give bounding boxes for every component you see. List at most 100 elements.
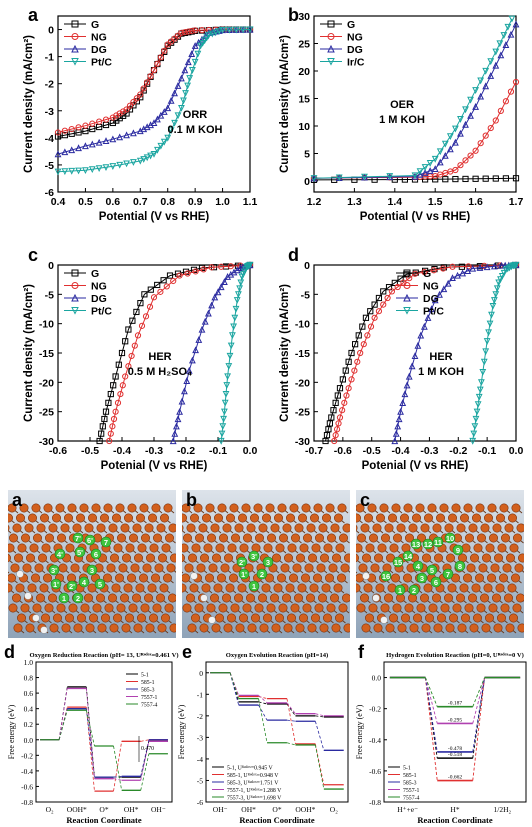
data-point [128, 352, 135, 360]
data-point [71, 44, 79, 53]
carbon-atom [31, 503, 41, 513]
carbon-atom [447, 583, 457, 593]
carbon-atom [356, 603, 366, 613]
connector [424, 677, 438, 759]
carbon-atom [72, 523, 82, 533]
defect-atoms: 123 1' 2' 3' [236, 550, 274, 592]
hydrogen-atom [32, 614, 40, 622]
data-point [403, 282, 411, 289]
data-point [326, 420, 333, 427]
carbon-atom [325, 573, 335, 583]
data-point [131, 342, 138, 349]
carbon-atom [437, 613, 447, 623]
carbon-atom [303, 533, 313, 543]
carbon-atom [432, 593, 442, 603]
carbon-atom [483, 583, 493, 593]
y-axis-label: Free energy (eV) [7, 704, 16, 759]
atom-label: 1' [53, 580, 59, 589]
carbon-atom [230, 533, 240, 543]
carbon-atom [132, 593, 142, 603]
annotation: 0.1 M KOH [167, 124, 222, 136]
connector [113, 775, 122, 778]
legend-label: G [423, 268, 431, 280]
connector [315, 715, 324, 718]
data-point [391, 279, 398, 286]
data-point [512, 78, 520, 86]
carbon-atom [58, 563, 68, 573]
data-point [490, 297, 498, 304]
data-point [129, 317, 136, 324]
y-tick-label: 15 [298, 94, 310, 106]
carbon-atom [375, 513, 385, 523]
data-point [212, 29, 220, 37]
legend-label: 7557-4 [141, 703, 158, 709]
carbon-atom [154, 563, 164, 573]
data-point [116, 161, 124, 169]
carbon-atom [335, 613, 345, 623]
defect-atom [90, 548, 102, 560]
carbon-atom [280, 563, 290, 573]
data-point [462, 157, 469, 164]
connector [286, 719, 296, 722]
data-point [385, 284, 393, 291]
data-point [341, 399, 348, 406]
carbon-atom [373, 553, 383, 563]
carbon-atom [396, 523, 406, 533]
y-tick-label: -5 [45, 160, 54, 172]
legend-label: 7557-3, Uᴿᵉᵈᵒˣ=1.698 V [227, 796, 282, 802]
data-point [170, 277, 177, 285]
data-point [225, 363, 233, 370]
carbon-atom [225, 583, 235, 593]
data-point [508, 15, 516, 23]
data-point [473, 408, 481, 416]
carbon-atom [444, 523, 454, 533]
carbon-atom [239, 543, 249, 553]
carbon-atom [203, 543, 213, 553]
carbon-atom [76, 513, 86, 523]
carbon-atom [211, 553, 221, 563]
data-point [451, 125, 459, 133]
carbon-atom [84, 593, 94, 603]
x-tick-label: -0.1 [209, 445, 227, 457]
y-tick-label: -25 [39, 407, 54, 419]
carbon-atom [238, 613, 248, 623]
carbon-atom [129, 533, 139, 543]
x-tick-label: 1.7 [509, 196, 524, 208]
data-point [133, 308, 140, 316]
connector [229, 672, 240, 696]
data-point [380, 301, 387, 308]
defect-atom [50, 578, 62, 590]
atom-label: 5 [98, 580, 102, 589]
data-point [482, 348, 490, 356]
carbon-atom [310, 513, 320, 523]
carbon-atom [501, 533, 511, 543]
y-tick-label: -0.8 [21, 798, 33, 807]
data-point [357, 349, 364, 357]
data-point [361, 173, 368, 181]
carbon-atom [425, 613, 435, 623]
carbon-atom [156, 523, 166, 533]
data-point [472, 87, 480, 94]
carbon-atom [73, 623, 83, 633]
carbon-atom [96, 523, 106, 533]
x-tick-label: 1.1 [243, 196, 258, 208]
carbon-atom [182, 573, 190, 583]
x-tick-label: -0.6 [334, 445, 352, 457]
x-tick-label: -0.5 [81, 445, 99, 457]
data-point [123, 160, 130, 168]
x-tick-label: 0.0 [509, 445, 524, 457]
x-tick-label: 0.5 [78, 196, 93, 208]
legend-label: Pt/C [91, 306, 112, 318]
atom-label: 2 [260, 570, 264, 579]
carbon-atom [456, 523, 466, 533]
defect-atom [72, 532, 84, 544]
carbon-atom [218, 533, 228, 543]
carbon-atom [225, 513, 235, 523]
atom-label: 12 [424, 540, 432, 549]
data-point [230, 323, 238, 331]
data-point [394, 283, 401, 291]
data-point [163, 283, 170, 290]
carbon-atom [311, 613, 321, 623]
carbon-atom [356, 513, 361, 523]
carbon-atom [492, 523, 502, 533]
